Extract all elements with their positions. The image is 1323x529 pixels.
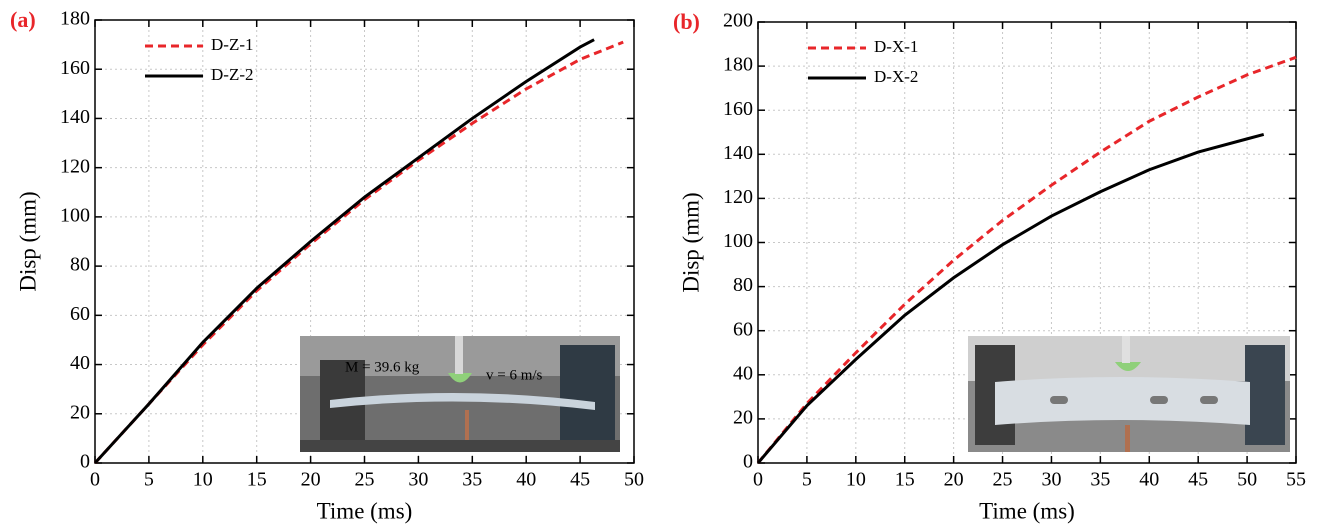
x-tick-label: 40 bbox=[1139, 469, 1159, 491]
y-tick-label: 160 bbox=[723, 98, 753, 120]
x-tick-label: 15 bbox=[247, 469, 267, 491]
plot-frame bbox=[94, 19, 635, 464]
x-tick-label: 10 bbox=[846, 469, 866, 491]
y-tick-label: 0 bbox=[80, 451, 90, 473]
inset-photo bbox=[300, 336, 620, 452]
legend-label: D-X-2 bbox=[874, 67, 918, 86]
legend-label: D-Z-2 bbox=[211, 65, 253, 84]
x-tick-label: 40 bbox=[516, 469, 536, 491]
x-axis-title: Time (ms) bbox=[979, 498, 1075, 523]
inset-photo bbox=[968, 336, 1290, 452]
x-tick-label: 55 bbox=[1286, 469, 1306, 491]
y-axis-title: Disp (mm) bbox=[15, 191, 40, 291]
x-tick-label: 30 bbox=[1041, 469, 1061, 491]
y-tick-label: 100 bbox=[60, 204, 90, 226]
plot-frame bbox=[757, 21, 1297, 464]
y-tick-label: 80 bbox=[70, 254, 90, 276]
data-line bbox=[93, 38, 595, 465]
x-axis-title: Time (ms) bbox=[317, 498, 413, 523]
y-tick-label: 60 bbox=[733, 318, 753, 340]
x-tick-label: 5 bbox=[802, 469, 812, 491]
x-tick-label: 20 bbox=[301, 469, 321, 491]
annotation: v = 6 m/s bbox=[486, 367, 543, 383]
y-tick-label: 80 bbox=[733, 274, 753, 296]
y-tick-label: 140 bbox=[723, 142, 753, 164]
y-tick-label: 180 bbox=[60, 8, 90, 30]
x-tick-label: 35 bbox=[1090, 469, 1110, 491]
y-tick-label: 120 bbox=[723, 186, 753, 208]
y-tick-label: 120 bbox=[60, 155, 90, 177]
x-tick-label: 50 bbox=[624, 469, 644, 491]
panel-label: (a) bbox=[10, 7, 36, 32]
panel-label: (b) bbox=[673, 9, 700, 34]
y-tick-label: 60 bbox=[70, 303, 90, 325]
y-tick-label: 140 bbox=[60, 106, 90, 128]
y-tick-label: 180 bbox=[723, 54, 753, 76]
x-tick-label: 15 bbox=[895, 469, 915, 491]
x-tick-label: 45 bbox=[570, 469, 590, 491]
y-tick-label: 20 bbox=[70, 401, 90, 423]
y-axis-title: Disp (mm) bbox=[678, 192, 703, 292]
y-tick-label: 40 bbox=[733, 362, 753, 384]
y-tick-label: 100 bbox=[723, 230, 753, 252]
x-tick-label: 5 bbox=[144, 469, 154, 491]
y-tick-label: 200 bbox=[723, 10, 753, 32]
legend-label: D-X-1 bbox=[874, 37, 918, 56]
y-tick-label: 40 bbox=[70, 352, 90, 374]
legend-label: D-Z-1 bbox=[211, 35, 253, 54]
annotation: M = 39.6 kg bbox=[345, 359, 420, 375]
x-tick-label: 30 bbox=[408, 469, 428, 491]
x-tick-label: 45 bbox=[1188, 469, 1208, 491]
x-tick-label: 50 bbox=[1237, 469, 1257, 491]
x-tick-label: 0 bbox=[90, 469, 100, 491]
x-tick-label: 35 bbox=[462, 469, 482, 491]
y-tick-label: 160 bbox=[60, 57, 90, 79]
x-tick-label: 25 bbox=[355, 469, 375, 491]
y-tick-label: 0 bbox=[743, 451, 753, 473]
data-line bbox=[756, 55, 1297, 464]
x-tick-label: 25 bbox=[993, 469, 1013, 491]
y-tick-label: 20 bbox=[733, 406, 753, 428]
x-tick-label: 0 bbox=[753, 469, 763, 491]
x-tick-label: 20 bbox=[944, 469, 964, 491]
x-tick-label: 10 bbox=[193, 469, 213, 491]
data-line bbox=[756, 133, 1265, 464]
